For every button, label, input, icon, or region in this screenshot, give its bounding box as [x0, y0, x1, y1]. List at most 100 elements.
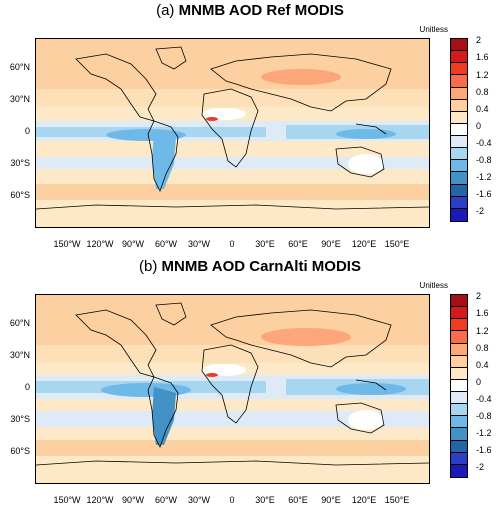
lon-label: 60°E — [288, 239, 308, 249]
colorbar-swatch — [451, 331, 467, 344]
colorbar-swatch — [451, 307, 467, 320]
colorbar-tick: -2 — [476, 462, 485, 472]
map-field — [36, 295, 429, 483]
map-field — [36, 39, 429, 227]
colorbar-swatch — [451, 172, 467, 185]
colorbar-tick: -0.4 — [476, 138, 492, 148]
colorbar-swatch — [451, 75, 467, 88]
lat-label: 30°S — [10, 158, 30, 168]
colorbar-swatch — [451, 392, 467, 405]
panel-title-text: MNMB AOD Ref MODIS — [178, 2, 344, 19]
world-map — [35, 38, 430, 228]
panel-tag: (b) — [139, 258, 158, 275]
panel-title-text: MNMB AOD CarnAlti MODIS — [161, 258, 361, 275]
colorbar — [450, 294, 468, 478]
colorbar-tick: 0.8 — [476, 343, 489, 353]
lat-label: 30°S — [10, 414, 30, 424]
lon-label: 150°E — [384, 239, 410, 249]
panel-b: (b) MNMB AOD CarnAlti MODIS Unitless — [0, 256, 500, 511]
world-map — [35, 294, 430, 484]
colorbar-tick: 2 — [476, 35, 482, 45]
colorbar-swatch — [451, 51, 467, 64]
colorbar-tick: 1.6 — [476, 52, 489, 62]
colorbar-tick: -0.4 — [476, 394, 492, 404]
lat-label: 30°N — [9, 350, 30, 360]
colorbar-tick: 1.2 — [476, 70, 489, 80]
lon-label: 150°W — [53, 495, 81, 505]
lon-label: 60°W — [154, 495, 178, 505]
colorbar-tick: 2 — [476, 291, 482, 301]
colorbar-swatch — [451, 63, 467, 76]
colorbar-swatch — [451, 123, 467, 136]
colorbar-swatch — [451, 367, 467, 380]
colorbar-swatch — [451, 111, 467, 124]
colorbar-tick: -0.8 — [476, 411, 492, 421]
colorbar-swatch — [451, 87, 467, 100]
colorbar-tick: -2 — [476, 206, 485, 216]
colorbar-swatch — [451, 148, 467, 161]
lon-label: 60°W — [154, 239, 178, 249]
colorbar-swatch — [451, 440, 467, 453]
lon-label: 90°W — [121, 495, 145, 505]
lon-label: 30°E — [255, 239, 275, 249]
lon-label: 60°E — [288, 495, 308, 505]
colorbar-tick: -1.6 — [476, 445, 492, 455]
colorbar-swatch — [451, 196, 467, 209]
colorbar-swatch — [451, 428, 467, 441]
lon-label: 0 — [229, 239, 235, 249]
lon-label: 30°W — [187, 495, 211, 505]
lon-label: 30°W — [187, 239, 211, 249]
colorbar-tick: 0.4 — [476, 360, 489, 370]
colorbar-tick: 0.4 — [476, 104, 489, 114]
colorbar-tick: -1.2 — [476, 172, 492, 182]
colorbar-swatch — [451, 319, 467, 332]
lon-label: 120°E — [351, 239, 377, 249]
colorbar-swatch — [451, 184, 467, 197]
colorbar-tick: 0 — [476, 121, 482, 131]
lon-label: 30°E — [255, 495, 275, 505]
units-label: Unitless — [419, 281, 448, 290]
colorbar-tick: -1.2 — [476, 428, 492, 438]
lat-label: 30°N — [9, 94, 30, 104]
units-label: Unitless — [419, 25, 448, 34]
colorbar-tick: 0.8 — [476, 87, 489, 97]
colorbar-swatch — [451, 136, 467, 149]
lat-label: 60°N — [9, 318, 30, 328]
lon-label: 150°W — [53, 239, 81, 249]
colorbar-swatch — [451, 452, 467, 465]
lat-label: 60°N — [9, 62, 30, 72]
lon-label: 120°W — [86, 495, 114, 505]
colorbar-swatch — [451, 464, 467, 477]
panel-a: (a) MNMB AOD Ref MODIS Unitless — [0, 0, 500, 255]
lat-label: 0 — [24, 382, 30, 392]
lon-label: 90°E — [321, 495, 341, 505]
colorbar-swatch — [451, 208, 467, 221]
lat-label: 60°S — [10, 190, 30, 200]
colorbar-swatch — [451, 355, 467, 368]
lat-label: 60°S — [10, 446, 30, 456]
panel-tag: (a) — [156, 2, 175, 19]
colorbar-swatch — [451, 295, 467, 308]
colorbar-swatch — [451, 416, 467, 429]
colorbar-swatch — [451, 160, 467, 173]
colorbar — [450, 38, 468, 222]
colorbar-tick: 0 — [476, 377, 482, 387]
lon-label: 120°E — [351, 495, 377, 505]
panel-title: (b) MNMB AOD CarnAlti MODIS — [0, 258, 500, 275]
panel-title: (a) MNMB AOD Ref MODIS — [0, 2, 500, 19]
colorbar-swatch — [451, 379, 467, 392]
lon-label: 90°E — [321, 239, 341, 249]
lon-label: 120°W — [86, 239, 114, 249]
colorbar-swatch — [451, 343, 467, 356]
lon-label: 0 — [229, 495, 235, 505]
colorbar-tick: 1.2 — [476, 326, 489, 336]
colorbar-tick: -1.6 — [476, 189, 492, 199]
colorbar-swatch — [451, 39, 467, 52]
lon-label: 90°W — [121, 239, 145, 249]
colorbar-tick: 1.6 — [476, 308, 489, 318]
colorbar-swatch — [451, 404, 467, 417]
lon-label: 150°E — [384, 495, 410, 505]
colorbar-tick: -0.8 — [476, 155, 492, 165]
lat-label: 0 — [24, 126, 30, 136]
colorbar-swatch — [451, 99, 467, 112]
